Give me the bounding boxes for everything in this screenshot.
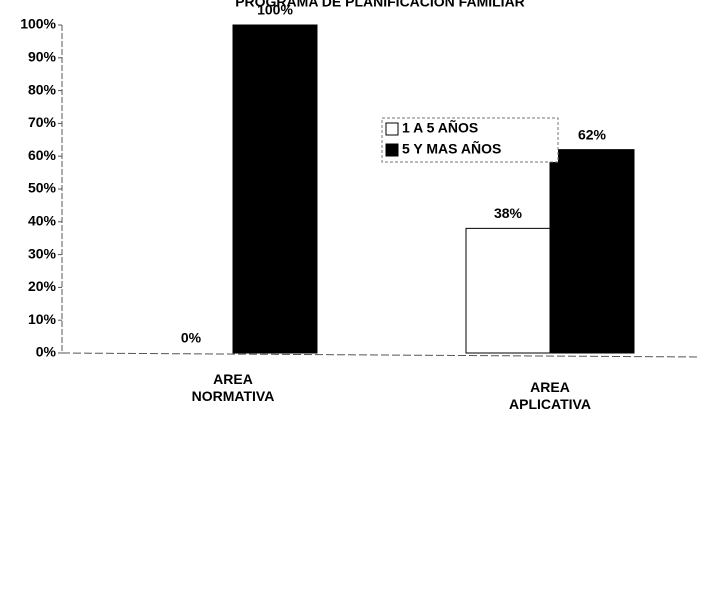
legend-swatch (385, 122, 399, 136)
x-axis (61, 352, 701, 358)
legend-label: 5 Y MAS AÑOS (402, 140, 501, 157)
value-label: 100% (257, 2, 293, 18)
legend-swatch (385, 143, 399, 157)
x-tick-label: AREA NORMATIVA (191, 371, 275, 404)
legend-label: 1 A 5 AÑOS (402, 119, 478, 136)
y-tick-label: 40% (28, 213, 57, 229)
y-tick-label: 70% (28, 114, 57, 130)
value-label: 0% (181, 330, 202, 346)
bar (549, 149, 635, 354)
legend-box (381, 117, 559, 163)
y-tick-label: 60% (28, 147, 57, 163)
y-tick-label: 0% (36, 344, 57, 360)
y-tick-label: 30% (28, 245, 57, 261)
y-tick-label: 20% (28, 278, 57, 294)
y-tick-label: 100% (20, 16, 56, 32)
bar (232, 24, 318, 354)
bar (465, 227, 551, 354)
value-label: 38% (494, 205, 523, 221)
y-tick-label: 90% (28, 49, 57, 65)
y-tick-label: 80% (28, 81, 57, 97)
value-label: 62% (578, 126, 607, 142)
x-tick-label: AREA APLICATIVA (509, 379, 591, 412)
chart-title: PROGRAMA DE PLANIFICACION FAMILIAR (235, 0, 525, 10)
y-tick-label: 50% (28, 180, 57, 196)
y-tick-label: 10% (28, 311, 57, 327)
